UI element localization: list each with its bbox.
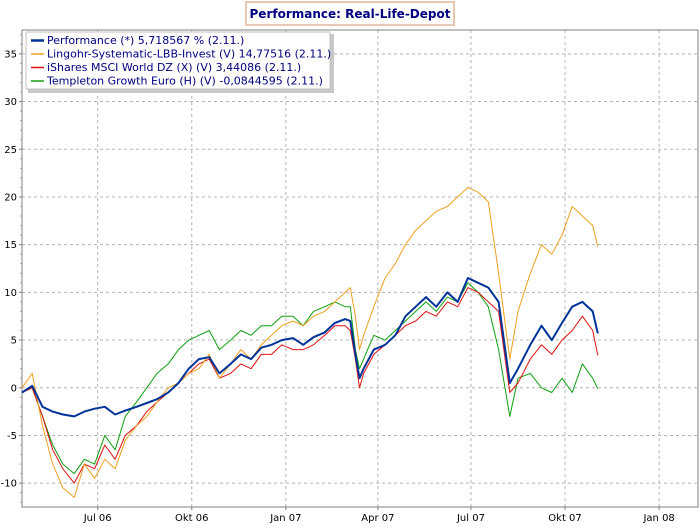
- legend-label: Lingohr-Systematic-LBB-Invest (V) 14,775…: [47, 48, 331, 61]
- grid: [22, 30, 698, 507]
- legend-box: [25, 31, 331, 90]
- y-tick-label: 25: [4, 145, 17, 156]
- x-tick-label: Jul 06: [83, 513, 112, 524]
- chart-title: Performance: Real-Life-Depot: [250, 7, 451, 21]
- y-tick-label: 10: [4, 288, 17, 299]
- series-line-1: [21, 186, 599, 498]
- y-tick-label: -10: [1, 479, 17, 490]
- x-tick-label: Okt 06: [175, 513, 209, 524]
- legend: Performance (*) 5,718567 % (2.11.)Lingoh…: [25, 31, 334, 93]
- y-tick-label: 5: [11, 336, 17, 347]
- x-tick-label: Apr 07: [361, 513, 394, 524]
- series-lines: [21, 186, 599, 498]
- axes: -10 -5 0 5 10 15 20 25 30 35 Jul 06 Okt 06 Jan 07 Apr…: [1, 34, 675, 524]
- y-tick-label: 35: [4, 49, 17, 60]
- series-line-2: [21, 287, 599, 484]
- x-tick-label: Jan 07: [269, 513, 301, 524]
- series-line-0: [21, 277, 599, 418]
- legend-items: Performance (*) 5,718567 % (2.11.)Lingoh…: [31, 34, 331, 88]
- series-line-3: [21, 282, 599, 475]
- y-tick-label: 20: [4, 192, 17, 203]
- x-tick-label: Okt 07: [548, 513, 582, 524]
- legend-label: Templeton Growth Euro (H) (V) -0,0844595…: [46, 75, 323, 88]
- y-tick-label: 30: [4, 97, 17, 108]
- x-tick-label: Jul 07: [456, 513, 485, 524]
- y-tick-label: -5: [7, 431, 17, 442]
- y-tick-label: 15: [4, 240, 17, 251]
- legend-label: iShares MSCI World DZ (X) (V) 3,44086 (2…: [47, 61, 301, 74]
- x-tick-label: Jan 08: [642, 513, 674, 524]
- legend-label: Performance (*) 5,718567 % (2.11.): [47, 34, 244, 47]
- chart-title-box: [245, 1, 455, 26]
- y-tick-label: 0: [11, 383, 17, 394]
- plot-frame: [21, 29, 699, 508]
